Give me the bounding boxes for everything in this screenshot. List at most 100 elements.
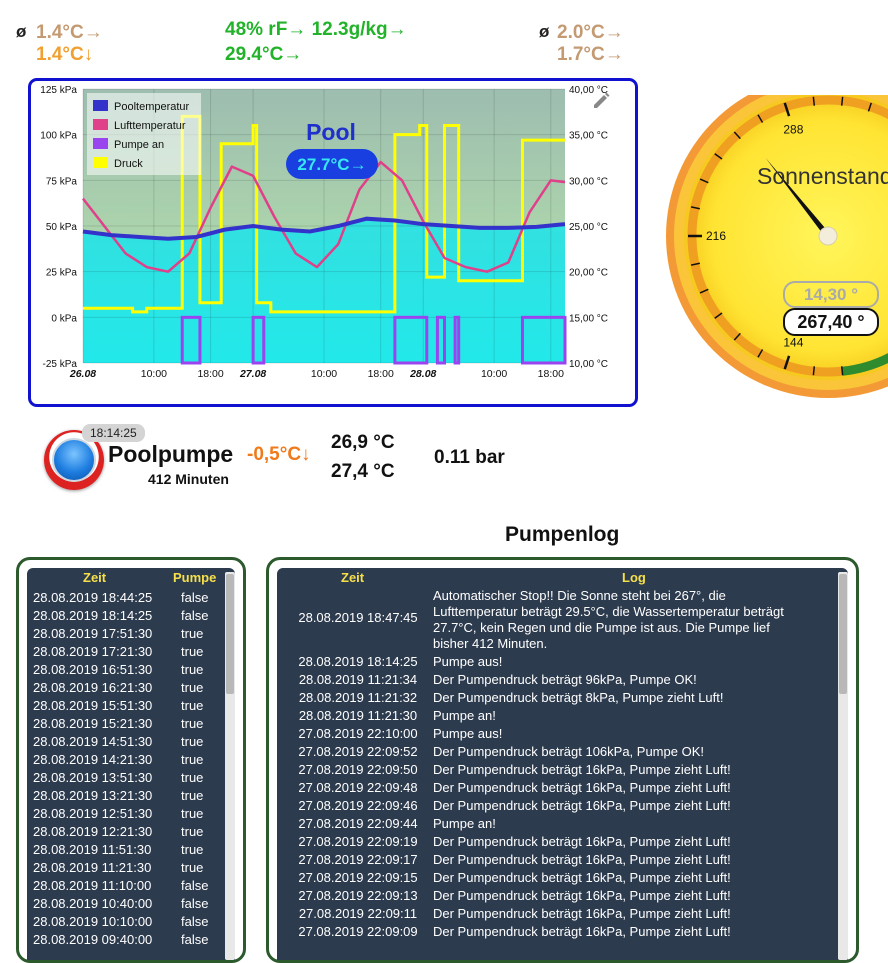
pump-on-bar — [520, 315, 567, 365]
chart-overlay-pill — [286, 149, 378, 179]
x-axis-tick: 10:00 — [311, 368, 337, 380]
pump-table-time: 28.08.2019 12:21:30 — [33, 824, 153, 839]
log-row-message: Pumpe an! — [433, 708, 496, 723]
pump-table-state: true — [181, 824, 204, 839]
pump-on-bar — [435, 315, 447, 365]
pump-log-panel: Zeit Log 28.08.2019 18:47:45 Automatische… — [266, 557, 859, 963]
pump-temp-delta: -0,5°C↓ — [247, 444, 311, 465]
log-row-message: Der Pumpendruck beträgt 96kPa, Pumpe OK! — [433, 672, 697, 687]
pump-table-state: true — [181, 734, 204, 749]
pump-table-time: 28.08.2019 15:21:30 — [33, 716, 153, 731]
log-row-time: 28.08.2019 11:21:34 — [298, 672, 418, 687]
pump-table-state: true — [181, 698, 204, 713]
pump-on-bar — [180, 315, 202, 365]
log-table-scrollbar[interactable] — [838, 572, 848, 960]
pump-table-time: 28.08.2019 16:21:30 — [33, 680, 153, 695]
x-axis-tick: 18:00 — [538, 368, 564, 380]
log-row-message: Automatischer Stop!! Die Sonne steht bei… — [433, 588, 784, 651]
pump-table-state: true — [181, 770, 204, 785]
gauge-tick — [733, 131, 741, 140]
log-row-message: Der Pumpendruck beträgt 16kPa, Pumpe zie… — [433, 798, 731, 813]
gauge-tick — [757, 349, 764, 358]
gauge-tick — [812, 366, 816, 376]
log-row-message: Der Pumpendruck beträgt 16kPa, Pumpe zie… — [433, 780, 731, 795]
pump-table-time: 28.08.2019 10:40:00 — [33, 896, 153, 911]
gauge-tick — [812, 96, 816, 106]
last-update-time: 18:14:25 — [82, 424, 145, 442]
pump-state-panel: Zeit Pumpe 28.08.2019 18:44:25 false 28.08… — [16, 557, 246, 963]
pump-on-bar — [251, 315, 266, 365]
pump-table-time: 28.08.2019 17:21:30 — [33, 644, 153, 659]
gauge-tick — [690, 206, 701, 210]
right-axis-tick: 15,00 °C — [569, 313, 608, 324]
pump-table-scroll-thumb[interactable] — [226, 574, 234, 694]
pump-on-bar — [393, 315, 429, 365]
gauge-needle-hub — [818, 226, 838, 246]
log-row-time: 27.08.2019 22:09:11 — [298, 906, 418, 921]
legend-swatch — [93, 119, 108, 130]
gauge-tick — [699, 178, 709, 184]
humidity-stat: 48% rF→ 12.3g/kg→ — [225, 19, 407, 40]
gauge-needle — [765, 157, 833, 241]
legend-label: Pumpe an — [114, 139, 164, 151]
pool-chart: 125 kPa 100 kPa 75 kPa 50 kPa 25 kPa 0 kPa -25… — [40, 85, 608, 380]
pump-table-header-time: Zeit — [83, 570, 107, 585]
gauge-tick — [783, 102, 791, 117]
left-stat-line1: 1.4°C→ — [36, 22, 103, 43]
pump-table-time: 28.08.2019 17:51:30 — [33, 626, 153, 641]
gauge-tick — [757, 114, 764, 123]
right-axis-tick: 30,00 °C — [569, 176, 608, 187]
gauge-tick — [783, 355, 791, 370]
log-row-time: 27.08.2019 22:09:19 — [298, 834, 418, 849]
pump-table-time: 28.08.2019 18:44:25 — [33, 590, 153, 605]
pump-table-state: false — [181, 608, 209, 623]
x-axis-tick: 18:00 — [197, 368, 223, 380]
gauge-tick-label: 288 — [783, 122, 803, 136]
pump-table-state: true — [181, 662, 204, 677]
right-axis-tick: 25,00 °C — [569, 222, 608, 233]
left-axis-tick: 0 kPa — [51, 313, 77, 324]
legend-label: Druck — [114, 158, 143, 170]
log-row-message: Der Pumpendruck beträgt 16kPa, Pumpe zie… — [433, 888, 731, 903]
pump-table-state: false — [181, 932, 209, 947]
log-row-message: Der Pumpendruck beträgt 16kPa, Pumpe zie… — [433, 906, 731, 921]
right-axis-tick: 35,00 °C — [569, 131, 608, 142]
log-row-time: 28.08.2019 18:47:45 — [298, 610, 418, 625]
log-table-scroll-thumb[interactable] — [839, 574, 847, 694]
gauge-secondary-value: 14,30 ° — [783, 281, 879, 308]
pump-table-header-state: Pumpe — [173, 570, 217, 585]
gauge-tick-label: 216 — [706, 229, 726, 243]
log-row-message: Pumpe aus! — [433, 726, 503, 741]
pump-pressure: 0.11 bar — [434, 447, 505, 468]
pump-table-state: true — [181, 860, 204, 875]
pump-table-scrollbar[interactable] — [225, 572, 235, 960]
pump-table-time: 28.08.2019 11:51:30 — [33, 842, 152, 857]
pump-table-state: true — [181, 680, 204, 695]
log-row-time: 27.08.2019 22:09:44 — [298, 816, 418, 831]
log-row-message: Der Pumpendruck beträgt 16kPa, Pumpe zie… — [433, 762, 731, 777]
log-row-time: 27.08.2019 22:09:15 — [298, 870, 418, 885]
gauge-tick — [714, 153, 723, 160]
log-title: Pumpenlog — [505, 523, 620, 546]
pump-on-bar — [453, 315, 461, 365]
gauge-tick — [840, 96, 844, 106]
log-row-message: Der Pumpendruck beträgt 16kPa, Pumpe zie… — [433, 924, 731, 939]
log-row-time: 27.08.2019 22:09:48 — [298, 780, 418, 795]
gauge-tick — [867, 102, 872, 112]
left-axis-tick: 100 kPa — [40, 131, 77, 142]
pump-table-time: 28.08.2019 09:40:00 — [33, 932, 153, 947]
pool-temp-line — [82, 216, 566, 241]
pump-table-state: true — [181, 626, 204, 641]
gauge-tick — [690, 262, 701, 266]
log-row-time: 27.08.2019 22:10:00 — [298, 726, 418, 741]
pump-table-state: true — [181, 842, 204, 857]
chart-legend: Pooltemperatur Lufttemperatur Pumpe an Druc… — [87, 93, 201, 175]
pump-table-time: 28.08.2019 11:21:30 — [33, 860, 152, 875]
log-row-time: 27.08.2019 22:09:46 — [298, 798, 418, 813]
edit-pencil-icon[interactable] — [591, 91, 611, 111]
x-axis-tick: 26.08 — [69, 368, 96, 380]
pump-table-state: false — [181, 896, 209, 911]
pump-state-table: Zeit Pumpe 28.08.2019 18:44:25 false 28.08… — [27, 568, 235, 960]
log-row-time: 28.08.2019 11:21:32 — [298, 690, 418, 705]
left-axis-tick: -25 kPa — [43, 359, 78, 370]
